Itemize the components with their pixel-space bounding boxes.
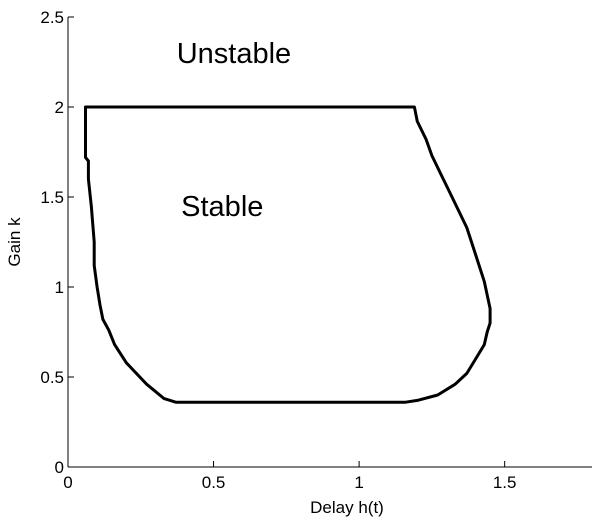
tick-labels: 0 0.5 1 1.5 0 0.5 1 1.5 2 2.5 — [40, 8, 516, 492]
y-tick-label: 0 — [55, 458, 64, 477]
y-tick-label: 2.5 — [40, 8, 64, 27]
x-tick-label: 0.5 — [202, 473, 226, 492]
region-label-unstable: Unstable — [177, 38, 291, 70]
region-annotations: Unstable Stable — [177, 38, 291, 223]
region-label-stable: Stable — [181, 191, 263, 223]
y-axis-label: Gain k — [5, 217, 24, 267]
y-tick-label: 0.5 — [40, 368, 64, 387]
x-axis-label: Delay h(t) — [310, 498, 384, 517]
y-tick-label: 1.5 — [40, 188, 64, 207]
plot-area — [68, 17, 592, 467]
x-tick-label: 1.5 — [493, 473, 517, 492]
y-tick-label: 2 — [55, 98, 64, 117]
stability-boundary-line — [84, 105, 492, 404]
x-tick-label: 1 — [354, 473, 363, 492]
y-tick-label: 1 — [55, 278, 64, 297]
x-tick-label: 0 — [63, 473, 72, 492]
